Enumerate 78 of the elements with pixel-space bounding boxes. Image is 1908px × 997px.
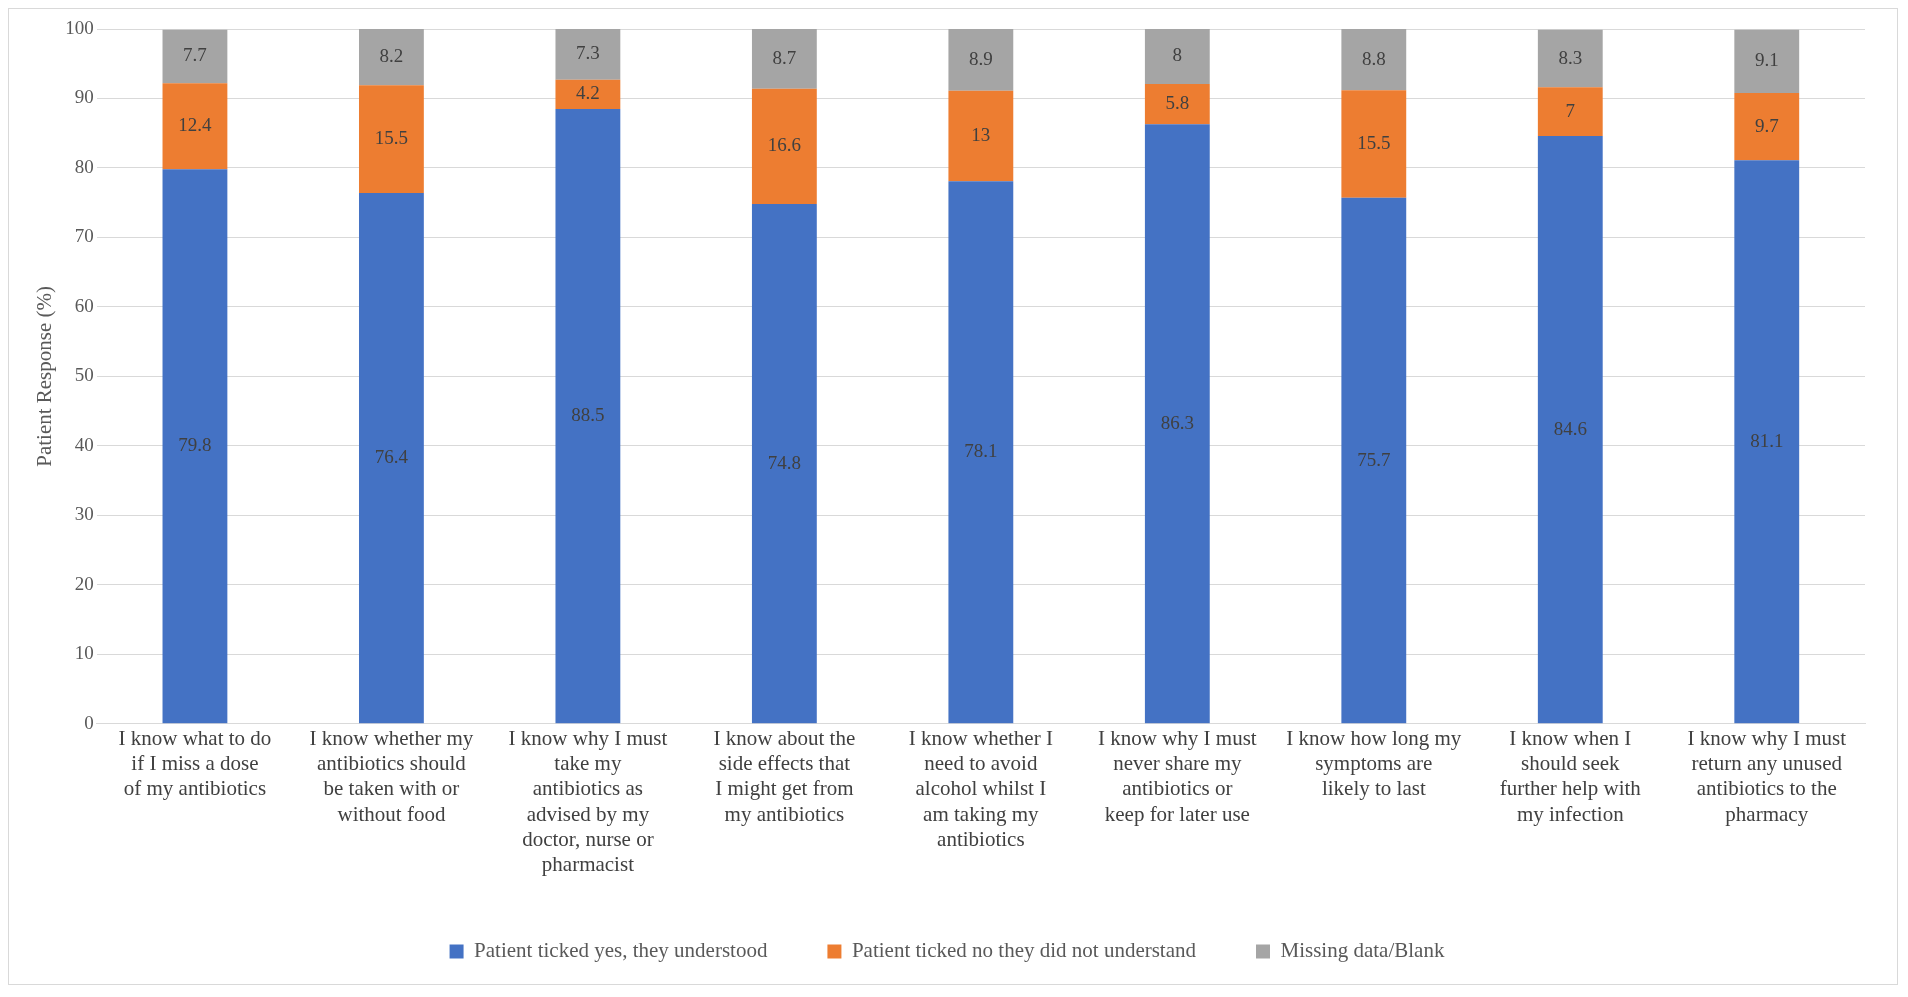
- bar: [1341, 197, 1407, 724]
- data-label: 8.7: [772, 46, 797, 68]
- bar: [1537, 136, 1603, 724]
- y-tick-label: 30: [74, 503, 94, 525]
- data-label: 4.2: [576, 82, 600, 104]
- bar: [1537, 29, 1603, 88]
- y-axis-title: Patient Response (%): [32, 285, 57, 467]
- y-tick-label: 20: [74, 572, 94, 594]
- y-tick-label: 50: [74, 364, 94, 386]
- bar: [1734, 29, 1800, 93]
- bar: [1341, 90, 1407, 198]
- bar: [1734, 92, 1800, 161]
- bar: [359, 192, 424, 724]
- bar: [1144, 124, 1210, 724]
- bar: [1734, 160, 1800, 724]
- data-label: 9.1: [1754, 49, 1779, 71]
- y-tick-label: 0: [84, 711, 94, 733]
- legend-label: Missing data/Blank: [1280, 938, 1445, 963]
- x-tick-label: I know how long my symptoms are likely to last: [1286, 725, 1462, 801]
- bar: [1144, 29, 1210, 84]
- bar: [751, 204, 817, 724]
- bar: [1341, 29, 1407, 91]
- data-label: 9.7: [1754, 114, 1779, 136]
- data-label: 78.1: [964, 440, 998, 462]
- bar: [555, 108, 621, 724]
- bar: [948, 90, 1014, 182]
- bar: [1144, 83, 1210, 125]
- x-tick-label: I know what to do if I miss a dose of my antibiotics: [118, 725, 272, 801]
- x-tick-label: I know whether my antibiotics should be taken with or without food: [309, 725, 474, 826]
- x-tick-label: I know why I must return any unused antibiotics to the pharmacy: [1687, 725, 1847, 826]
- bar: [948, 29, 1014, 91]
- y-tick-label: 90: [74, 86, 94, 108]
- x-tick-label: I know whether I need to avoid alcohol whilst I am taking my antibiotics: [908, 725, 1053, 851]
- data-label: 15.5: [374, 127, 409, 149]
- data-label: 16.6: [767, 134, 801, 156]
- y-tick-label: 100: [65, 16, 94, 38]
- bar: [162, 29, 228, 84]
- data-label: 7.3: [576, 42, 600, 64]
- legend-label: Patient ticked yes, they understood: [474, 938, 768, 963]
- data-label: 86.3: [1160, 411, 1194, 433]
- y-tick-label: 70: [74, 225, 94, 247]
- bar: [359, 85, 424, 193]
- data-label: 8.3: [1558, 46, 1583, 68]
- bar: [751, 88, 817, 205]
- bar: [555, 79, 621, 109]
- x-tick-label: I know about the side effects that I might get from my antibiotics: [713, 725, 856, 826]
- bar: [555, 29, 621, 80]
- data-label: 7: [1565, 99, 1576, 121]
- data-label: 75.7: [1357, 448, 1391, 470]
- data-label: 81.1: [1750, 429, 1784, 451]
- data-label: 8.2: [379, 44, 404, 66]
- bar: [1537, 87, 1603, 136]
- bar: [162, 169, 228, 724]
- bar: [359, 29, 424, 86]
- data-label: 12.4: [178, 114, 213, 136]
- data-label: 5.8: [1165, 92, 1190, 114]
- legend-label: Patient ticked no they did not understand: [851, 938, 1197, 963]
- data-label: 8.8: [1361, 47, 1386, 69]
- data-label: 74.8: [767, 451, 801, 473]
- x-tick-label: I know why I must never share my antibiotics or keep for later use: [1097, 725, 1257, 826]
- y-tick-label: 80: [74, 155, 94, 177]
- y-tick-label: 60: [74, 294, 94, 316]
- data-label: 88.5: [571, 404, 605, 426]
- bar: [162, 83, 228, 170]
- x-tick-label: I know why I must take my antibiotics as advised by my doctor, nurse or pharmacist: [508, 725, 668, 876]
- bar: [751, 29, 817, 89]
- data-label: 84.6: [1553, 417, 1587, 439]
- data-label: 13: [971, 123, 991, 145]
- y-tick-label: 10: [74, 642, 94, 664]
- data-label: 8.9: [968, 47, 993, 69]
- y-tick-label: 40: [74, 433, 94, 455]
- data-label: 8: [1172, 44, 1183, 66]
- data-label: 76.4: [374, 446, 409, 468]
- data-label: 15.5: [1357, 131, 1391, 153]
- data-label: 79.8: [178, 434, 212, 456]
- data-label: 7.7: [183, 44, 207, 66]
- bar: [948, 181, 1014, 724]
- x-tick-label: I know when I should seek further help with my infection: [1499, 725, 1642, 826]
